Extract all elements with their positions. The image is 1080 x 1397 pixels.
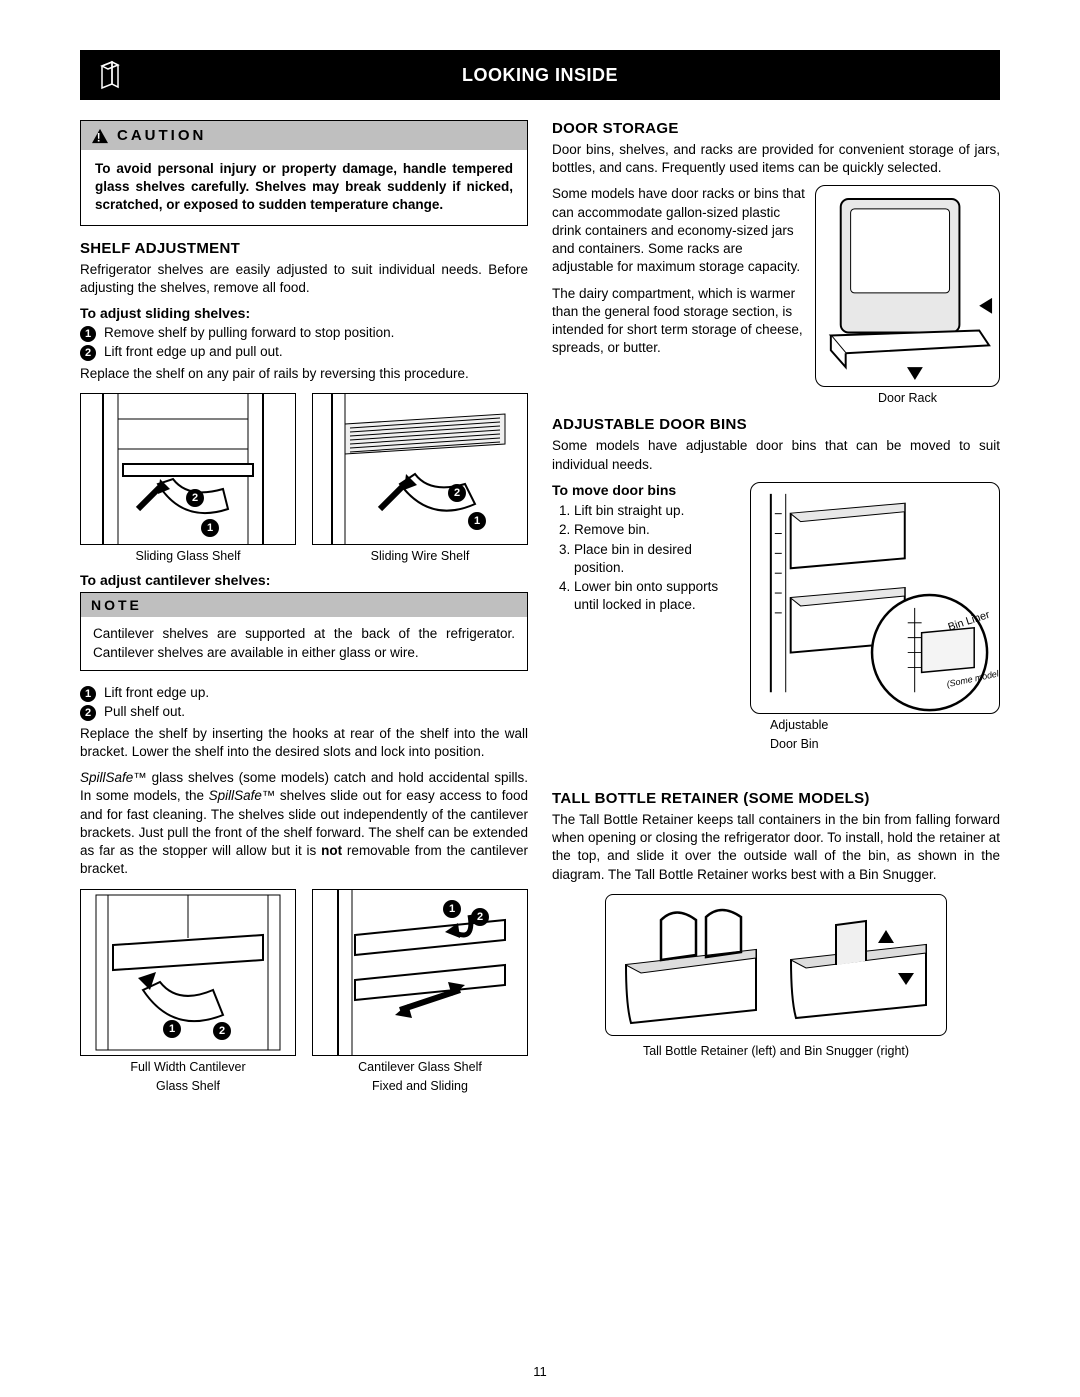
tall-bottle-text: The Tall Bottle Retainer keeps tall cont…: [552, 811, 1000, 884]
spillsafe-text: SpillSafe™ glass shelves (some models) c…: [80, 769, 528, 878]
door-storage-p1: Door bins, shelves, and racks are provid…: [552, 141, 1000, 177]
page-number: 11: [0, 1364, 1080, 1379]
step-bullet-2: 2: [80, 345, 96, 361]
tall-bottle-illustration: [605, 894, 947, 1036]
cantilever-glass-illustration: 1 2: [312, 889, 528, 1056]
door-rack-caption: Door Rack: [815, 391, 1000, 406]
content-columns: ! CAUTION To avoid personal injury or pr…: [80, 120, 1000, 1098]
sliding-figures: 2 1 Sliding Glass Shelf: [80, 393, 528, 564]
sliding-step-1: 1 Remove shelf by pulling forward to sto…: [80, 325, 528, 342]
tall-bottle-caption: Tall Bottle Retainer (left) and Bin Snug…: [552, 1044, 1000, 1059]
cantilever-step-1: 1 Lift front edge up.: [80, 685, 528, 702]
full-width-cantilever-fig: 1 2 Full Width Cantilever Glass Shelf: [80, 889, 296, 1094]
sliding-wire-caption: Sliding Wire Shelf: [312, 549, 528, 564]
cantilever-step-2-text: Pull shelf out.: [104, 704, 185, 719]
adjustable-bin-illustration: Bin Liner (Some models): [750, 482, 1000, 714]
sliding-step-2: 2 Lift front edge up and pull out.: [80, 344, 528, 361]
caution-header: ! CAUTION: [81, 121, 527, 150]
header-bar: LOOKING INSIDE: [80, 50, 1000, 100]
manual-page: LOOKING INSIDE ! CAUTION To avoid person…: [0, 0, 1080, 1397]
full-width-caption-2: Glass Shelf: [80, 1079, 296, 1094]
shelf-adjustment-title: SHELF ADJUSTMENT: [80, 240, 528, 257]
right-column: DOOR STORAGE Door bins, shelves, and rac…: [552, 120, 1000, 1098]
caution-box: ! CAUTION To avoid personal injury or pr…: [80, 120, 528, 226]
cant-bullet-1: 1: [80, 686, 96, 702]
door-rack-fig: Door Rack: [815, 185, 1000, 406]
shelf-intro: Refrigerator shelves are easily adjusted…: [80, 261, 528, 297]
sliding-wire-illustration: 2 1: [312, 393, 528, 545]
cantilever-step-2: 2 Pull shelf out.: [80, 704, 528, 721]
caution-text: To avoid personal injury or property dam…: [81, 150, 527, 225]
sliding-wire-fig: 2 1 Sliding Wire Shelf: [312, 393, 528, 564]
cantilever-after: Replace the shelf by inserting the hooks…: [80, 725, 528, 761]
adjustable-bins-intro: Some models have adjustable door bins th…: [552, 437, 1000, 473]
adjustable-bins-title: ADJUSTABLE DOOR BINS: [552, 416, 1000, 433]
sliding-step-1-text: Remove shelf by pulling forward to stop …: [104, 325, 394, 340]
full-width-caption-1: Full Width Cantilever: [80, 1060, 296, 1075]
door-storage-title: DOOR STORAGE: [552, 120, 1000, 137]
cantilever-glass-fig: 1 2 Cantilever Glass Shelf Fixed and Sli…: [312, 889, 528, 1094]
cantilever-figures: 1 2 Full Width Cantilever Glass Shelf: [80, 889, 528, 1094]
sliding-shelves-title: To adjust sliding shelves:: [80, 305, 528, 321]
spillsafe-brand-2: SpillSafe™: [209, 788, 276, 803]
adjustable-bin-fig: Bin Liner (Some models) Adjustable Door …: [750, 482, 1000, 752]
cantilever-step-1-text: Lift front edge up.: [104, 685, 209, 700]
tall-bottle-fig: Tall Bottle Retainer (left) and Bin Snug…: [552, 894, 1000, 1059]
cantilever-title: To adjust cantilever shelves:: [80, 572, 528, 588]
callout-2d: 2: [471, 908, 489, 926]
callout-2c: 2: [213, 1022, 231, 1040]
tall-bottle-title: TALL BOTTLE RETAINER (SOME MODELS): [552, 790, 1000, 807]
caution-label: CAUTION: [117, 127, 206, 144]
spillsafe-brand-1: SpillSafe™: [80, 770, 147, 785]
adj-bin-caption-1: Adjustable: [770, 718, 1000, 733]
note-box: NOTE Cantilever shelves are supported at…: [80, 592, 528, 670]
sliding-after: Replace the shelf on any pair of rails b…: [80, 365, 528, 383]
note-text: Cantilever shelves are supported at the …: [81, 617, 527, 669]
sliding-glass-fig: 2 1 Sliding Glass Shelf: [80, 393, 296, 564]
spill-not: not: [321, 843, 342, 858]
note-label: NOTE: [81, 593, 527, 617]
sliding-glass-illustration: 2 1: [80, 393, 296, 545]
sliding-step-2-text: Lift front edge up and pull out.: [104, 344, 283, 359]
sliding-glass-caption: Sliding Glass Shelf: [80, 549, 296, 564]
svg-text:!: !: [97, 132, 104, 144]
step-bullet-1: 1: [80, 326, 96, 342]
door-rack-illustration: [815, 185, 1000, 387]
full-width-cantilever-illustration: 1 2: [80, 889, 296, 1056]
adj-bin-caption-2: Door Bin: [770, 737, 1000, 752]
cantilever-glass-caption-1: Cantilever Glass Shelf: [312, 1060, 528, 1075]
page-title: LOOKING INSIDE: [80, 65, 1000, 86]
cantilever-glass-caption-2: Fixed and Sliding: [312, 1079, 528, 1094]
warning-icon: !: [91, 128, 109, 144]
cant-bullet-2: 2: [80, 705, 96, 721]
callout-1c: 1: [163, 1020, 181, 1038]
left-column: ! CAUTION To avoid personal injury or pr…: [80, 120, 528, 1098]
callout-1d: 1: [443, 900, 461, 918]
